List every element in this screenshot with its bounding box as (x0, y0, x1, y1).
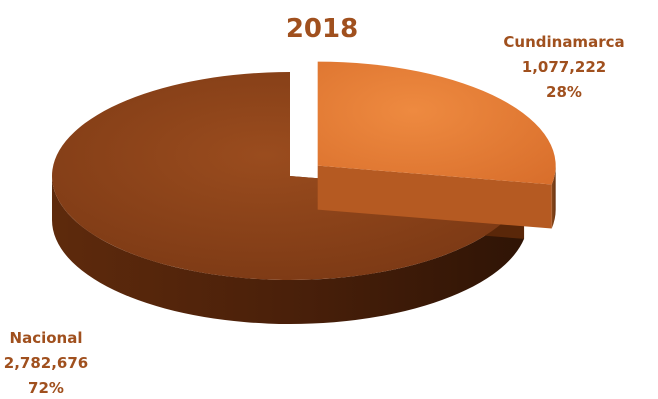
pie-slice-top (52, 72, 525, 280)
slice-percent-label: 72% (28, 379, 64, 397)
slice-value-label: 1,077,222 (522, 58, 606, 76)
slice-percent-label: 28% (546, 83, 582, 101)
pie-slice-side (51, 176, 525, 325)
pie-slice-top (317, 61, 556, 185)
slice-name-label: Nacional (10, 329, 83, 347)
label-cundinamarca: Cundinamarca 1,077,222 28% (503, 33, 624, 101)
slice-name-label: Cundinamarca (503, 33, 624, 51)
pie-slice-cundinamarca (317, 61, 556, 229)
slice-value-label: 2,782,676 (4, 354, 88, 372)
pie-slice-cut-face (317, 165, 552, 229)
pie-slice-side (551, 165, 556, 229)
chart-title: 2018 (286, 14, 358, 44)
label-nacional: Nacional 2,782,676 72% (4, 329, 88, 397)
